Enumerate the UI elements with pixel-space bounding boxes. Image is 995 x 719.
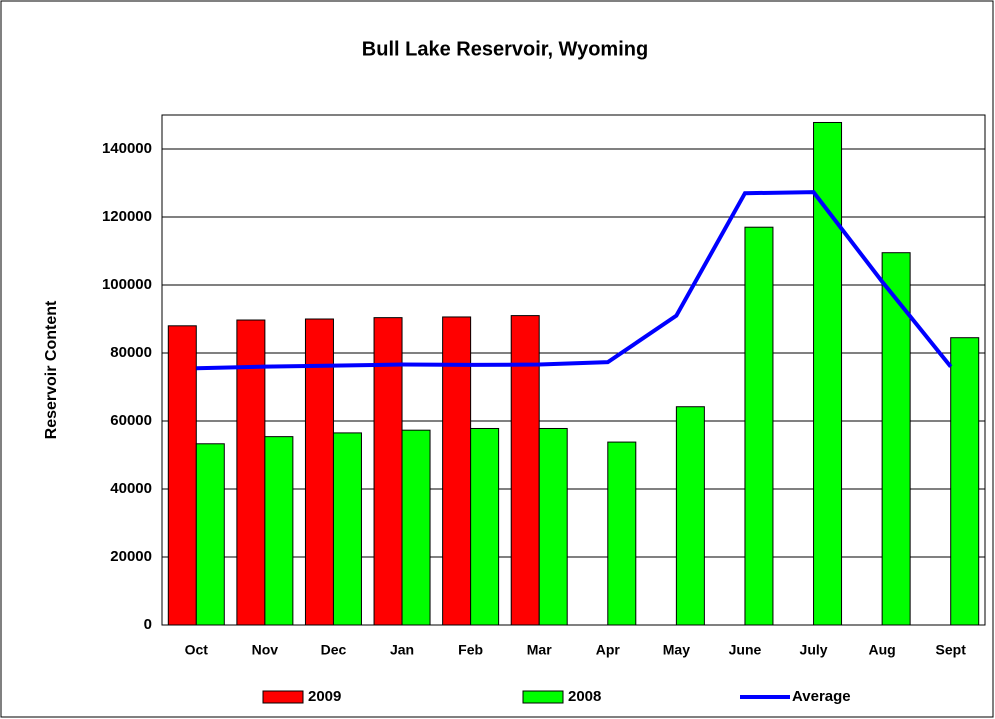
x-tick-label: Feb — [458, 642, 483, 658]
y-tick-label: 140000 — [102, 140, 152, 157]
bar — [401, 429, 431, 626]
legend-label: 2009 — [308, 688, 341, 705]
bar — [167, 325, 197, 626]
bar — [607, 441, 637, 626]
x-tick-label: June — [729, 642, 762, 658]
line — [196, 190, 953, 371]
y-tick-label: 120000 — [102, 208, 152, 225]
x-tick-label: Nov — [252, 642, 279, 658]
legend-swatch — [522, 690, 564, 704]
bar — [332, 432, 362, 626]
bar — [510, 315, 540, 626]
legend-label: 2008 — [568, 688, 601, 705]
bar — [675, 406, 705, 626]
x-tick-label: May — [663, 642, 690, 658]
x-tick-label: Mar — [527, 642, 552, 658]
y-tick-label: 0 — [144, 616, 152, 633]
bar — [195, 443, 225, 626]
bar — [813, 121, 843, 626]
bar — [470, 427, 500, 626]
bar — [264, 436, 294, 626]
x-tick-label: Dec — [321, 642, 347, 658]
x-tick-label: Sept — [936, 642, 967, 658]
y-tick-label: 20000 — [110, 548, 152, 565]
bar — [442, 316, 472, 626]
legend-label: Average — [792, 688, 851, 705]
x-tick-label: Apr — [596, 642, 621, 658]
x-tick-label: Jan — [390, 642, 414, 658]
plot-area — [161, 114, 986, 626]
y-tick-label: 40000 — [110, 480, 152, 497]
bar — [881, 252, 911, 626]
y-tick-label: 80000 — [110, 344, 152, 361]
y-tick-label: 100000 — [102, 276, 152, 293]
legend-swatch — [262, 690, 304, 704]
bar — [538, 427, 568, 626]
y-tick-label: 60000 — [110, 412, 152, 429]
x-tick-label: Oct — [185, 642, 209, 658]
bar — [950, 337, 980, 626]
y-axis-label: Reservoir Content — [43, 300, 60, 439]
chart-title: Bull Lake Reservoir, Wyoming — [362, 38, 648, 60]
x-tick-label: July — [800, 642, 828, 658]
bar — [744, 226, 774, 626]
x-tick-label: Aug — [869, 642, 896, 658]
